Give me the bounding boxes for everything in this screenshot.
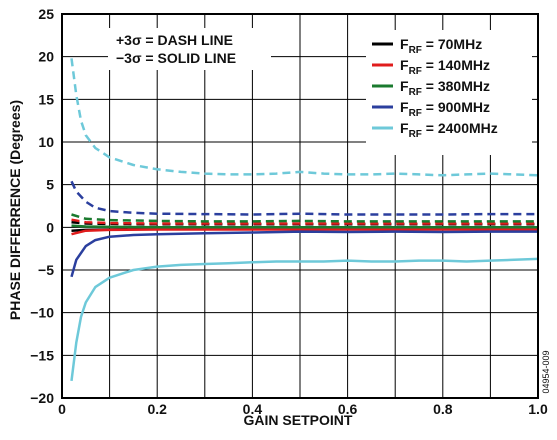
- x-axis-title: GAIN SETPOINT: [244, 412, 353, 428]
- y-tick-label: −15: [30, 347, 54, 363]
- y-tick-label: 25: [38, 6, 54, 22]
- series-plus3sigma-line: [72, 181, 539, 214]
- y-tick-label: −10: [30, 305, 54, 321]
- figure-id: 04954-009: [541, 350, 551, 393]
- annotation-solid: −3σ = SOLID LINE: [116, 50, 236, 66]
- y-tick-label: −5: [38, 262, 54, 278]
- y-tick-label: 0: [46, 219, 54, 235]
- annotation-dash: +3σ = DASH LINE: [116, 32, 233, 48]
- y-tick-label: 5: [46, 177, 54, 193]
- x-tick-label: 0.8: [433, 401, 453, 417]
- y-tick-label: 10: [38, 134, 54, 150]
- series-minus3sigma-line: [72, 226, 539, 228]
- y-tick-label: 20: [38, 49, 54, 65]
- x-tick-label: 0.2: [147, 401, 167, 417]
- y-tick-label: −20: [30, 390, 54, 406]
- x-tick-label: 1.0: [528, 401, 548, 417]
- series-minus3sigma-line: [72, 259, 539, 381]
- x-tick-label: 0: [58, 401, 66, 417]
- y-tick-labels: 25 20 15 10 5 0 −5 −10 −15 −20: [30, 6, 54, 406]
- y-axis-title: PHASE DIFFERRENCE (Degrees): [7, 100, 23, 320]
- y-tick-label: 15: [38, 91, 54, 107]
